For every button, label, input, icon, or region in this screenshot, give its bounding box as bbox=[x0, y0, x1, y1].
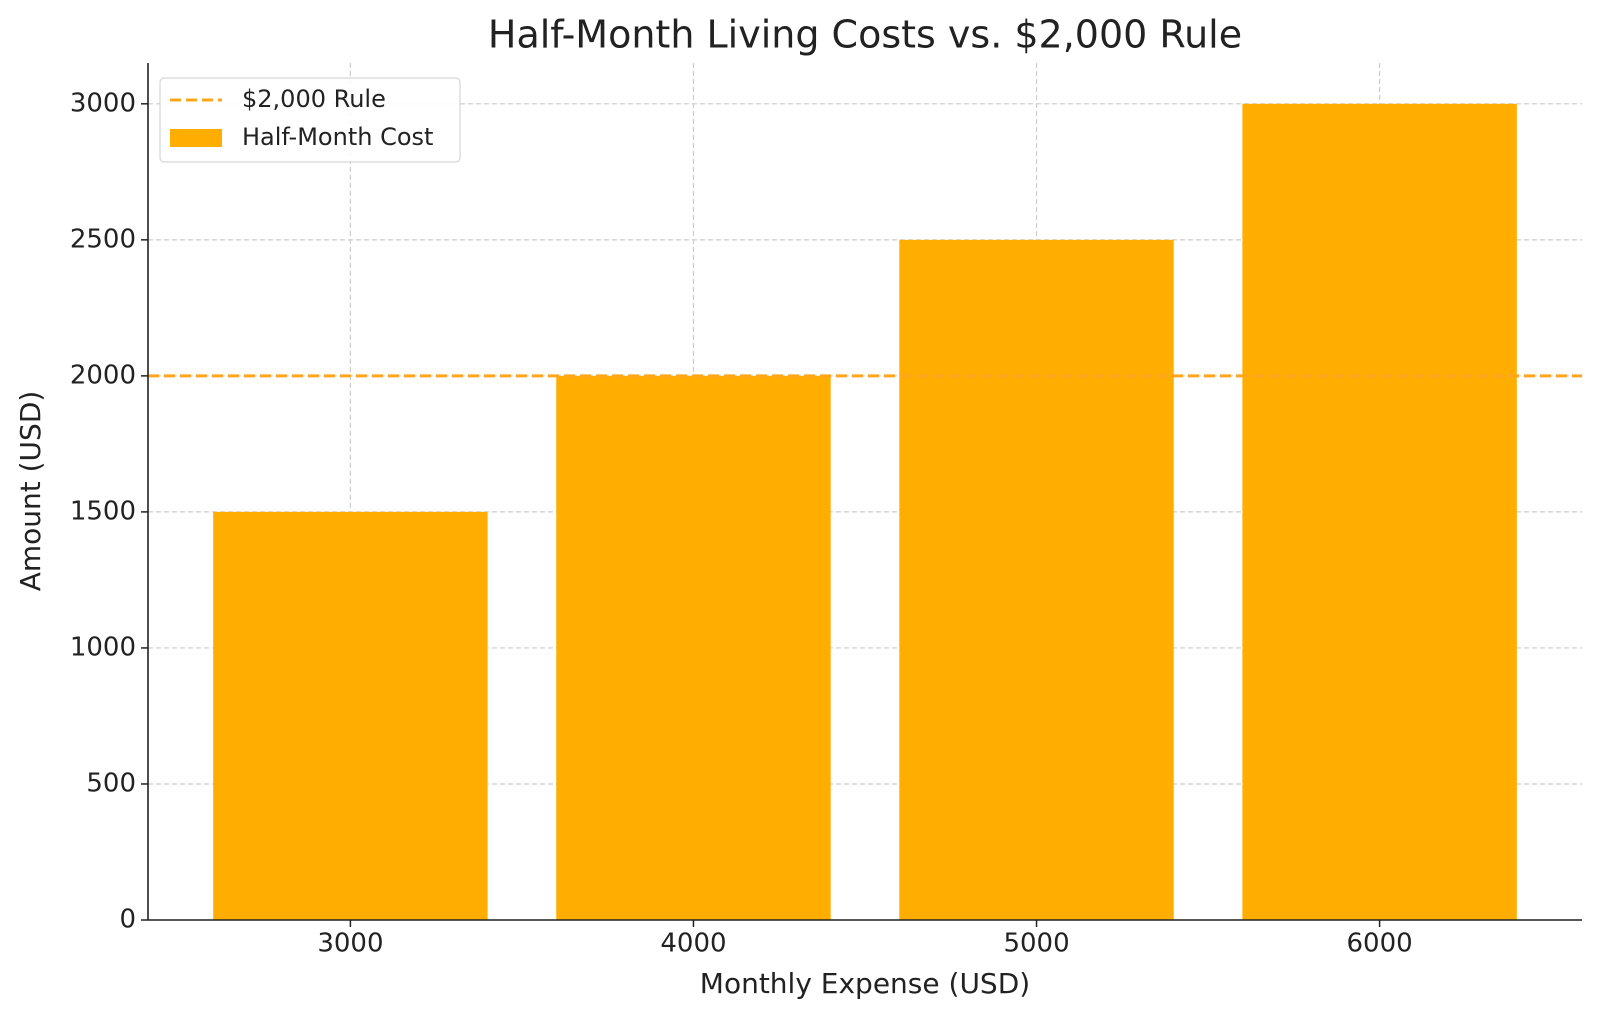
x-axis-label: Monthly Expense (USD) bbox=[700, 967, 1030, 1000]
legend: $2,000 Rule Half-Month Cost bbox=[159, 77, 461, 163]
y-tick-label: 500 bbox=[86, 768, 136, 798]
bar bbox=[1242, 103, 1517, 921]
bar bbox=[556, 375, 831, 920]
x-tick-label: 5000 bbox=[1003, 929, 1069, 959]
y-tick-label: 1000 bbox=[70, 632, 136, 662]
x-tick-label: 3000 bbox=[317, 929, 383, 959]
y-tick-label: 3000 bbox=[70, 88, 136, 118]
y-tick-label: 0 bbox=[119, 905, 136, 935]
x-tick-label: 4000 bbox=[660, 929, 726, 959]
chart-title: Half-Month Living Costs vs. $2,000 Rule bbox=[488, 13, 1242, 57]
y-tick-label: 2500 bbox=[70, 224, 136, 254]
legend-label: $2,000 Rule bbox=[242, 85, 386, 113]
y-tick-label: 2000 bbox=[70, 360, 136, 390]
y-axis-label: Amount (USD) bbox=[14, 391, 47, 592]
legend-frame bbox=[159, 77, 461, 163]
x-tick-label: 6000 bbox=[1347, 929, 1413, 959]
bar bbox=[899, 239, 1174, 921]
bar bbox=[213, 511, 488, 920]
y-tick-label: 1500 bbox=[70, 496, 136, 526]
legend-swatch bbox=[170, 129, 222, 147]
legend-label: Half-Month Cost bbox=[242, 123, 433, 151]
